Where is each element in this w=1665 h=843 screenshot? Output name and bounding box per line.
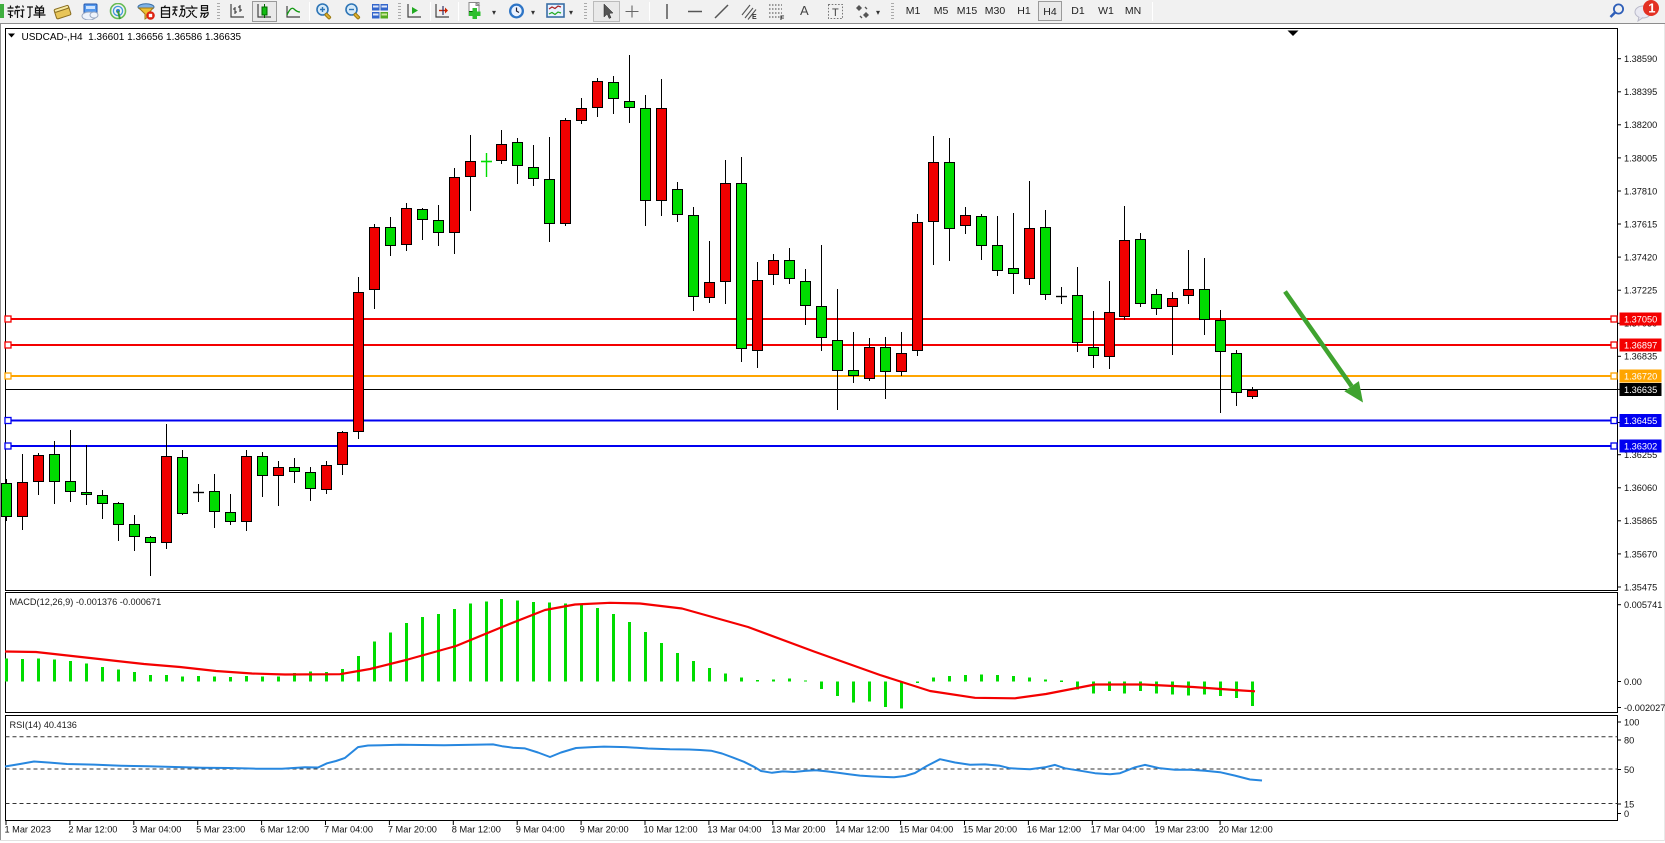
svg-text:E: E bbox=[752, 14, 757, 20]
svg-text:1.36635: 1.36635 bbox=[1624, 385, 1657, 395]
svg-text:1.36060: 1.36060 bbox=[1624, 483, 1657, 493]
svg-text:1.36835: 1.36835 bbox=[1624, 352, 1657, 362]
svg-text:100: 100 bbox=[1624, 717, 1639, 727]
svg-text:1.37420: 1.37420 bbox=[1624, 253, 1657, 263]
svg-text:1.36255: 1.36255 bbox=[1624, 450, 1657, 460]
svg-text:2 Mar 12:00: 2 Mar 12:00 bbox=[68, 825, 117, 835]
svg-text:T: T bbox=[832, 7, 839, 19]
svg-text:1.38590: 1.38590 bbox=[1624, 54, 1657, 64]
svg-text:50: 50 bbox=[1624, 765, 1634, 775]
svg-text:17 Mar 04:00: 17 Mar 04:00 bbox=[1091, 825, 1145, 835]
svg-text:0: 0 bbox=[1624, 809, 1629, 819]
svg-text:F: F bbox=[780, 16, 785, 21]
svg-text:0.00: 0.00 bbox=[1624, 677, 1642, 687]
svg-text:1.36302: 1.36302 bbox=[1624, 442, 1657, 452]
svg-text:3 Mar 04:00: 3 Mar 04:00 bbox=[132, 825, 181, 835]
svg-text:20 Mar 12:00: 20 Mar 12:00 bbox=[1219, 825, 1273, 835]
svg-text:13 Mar 04:00: 13 Mar 04:00 bbox=[707, 825, 761, 835]
svg-text:1.38005: 1.38005 bbox=[1624, 153, 1657, 163]
svg-text:6 Mar 12:00: 6 Mar 12:00 bbox=[260, 825, 309, 835]
svg-text:1.38200: 1.38200 bbox=[1624, 120, 1657, 130]
svg-text:19 Mar 23:00: 19 Mar 23:00 bbox=[1155, 825, 1209, 835]
svg-text:14 Mar 12:00: 14 Mar 12:00 bbox=[835, 825, 889, 835]
svg-text:16 Mar 12:00: 16 Mar 12:00 bbox=[1027, 825, 1081, 835]
svg-text:1.37615: 1.37615 bbox=[1624, 219, 1657, 229]
svg-text:1.35475: 1.35475 bbox=[1624, 582, 1657, 592]
svg-text:1: 1 bbox=[1648, 1, 1655, 16]
svg-text:9 Mar 20:00: 9 Mar 20:00 bbox=[580, 825, 629, 835]
svg-text:1.37050: 1.37050 bbox=[1624, 315, 1657, 325]
svg-text:8 Mar 12:00: 8 Mar 12:00 bbox=[452, 825, 501, 835]
svg-text:-0.002027: -0.002027 bbox=[1624, 703, 1665, 713]
svg-text:1.35670: 1.35670 bbox=[1624, 549, 1657, 559]
svg-text:13 Mar 20:00: 13 Mar 20:00 bbox=[771, 825, 825, 835]
svg-text:RSI(14) 40.4136: RSI(14) 40.4136 bbox=[10, 720, 77, 730]
svg-text:0.005741: 0.005741 bbox=[1624, 600, 1662, 610]
svg-text:USDCAD-,H4 1.36601 1.36656 1.: USDCAD-,H4 1.36601 1.36656 1.36586 1.366… bbox=[22, 32, 242, 43]
svg-text:1.38395: 1.38395 bbox=[1624, 87, 1657, 97]
svg-text:1 Mar 2023: 1 Mar 2023 bbox=[5, 825, 51, 835]
svg-text:15: 15 bbox=[1624, 799, 1634, 809]
svg-text:7 Mar 20:00: 7 Mar 20:00 bbox=[388, 825, 437, 835]
svg-text:5 Mar 23:00: 5 Mar 23:00 bbox=[196, 825, 245, 835]
svg-text:1.35865: 1.35865 bbox=[1624, 516, 1657, 526]
svg-text:1.36720: 1.36720 bbox=[1624, 372, 1657, 382]
svg-text:1.36455: 1.36455 bbox=[1624, 416, 1657, 426]
svg-text:7 Mar 04:00: 7 Mar 04:00 bbox=[324, 825, 373, 835]
svg-text:15 Mar 20:00: 15 Mar 20:00 bbox=[963, 825, 1017, 835]
svg-text:80: 80 bbox=[1624, 735, 1634, 745]
svg-text:1.36897: 1.36897 bbox=[1624, 341, 1657, 351]
svg-text:15 Mar 04:00: 15 Mar 04:00 bbox=[899, 825, 953, 835]
svg-text:1.37225: 1.37225 bbox=[1624, 286, 1657, 296]
svg-text:1.37810: 1.37810 bbox=[1624, 186, 1657, 196]
svg-text:9 Mar 04:00: 9 Mar 04:00 bbox=[516, 825, 565, 835]
svg-text:10 Mar 12:00: 10 Mar 12:00 bbox=[644, 825, 698, 835]
svg-text:MACD(12,26,9) -0.001376 -0.000: MACD(12,26,9) -0.001376 -0.000671 bbox=[10, 597, 162, 607]
